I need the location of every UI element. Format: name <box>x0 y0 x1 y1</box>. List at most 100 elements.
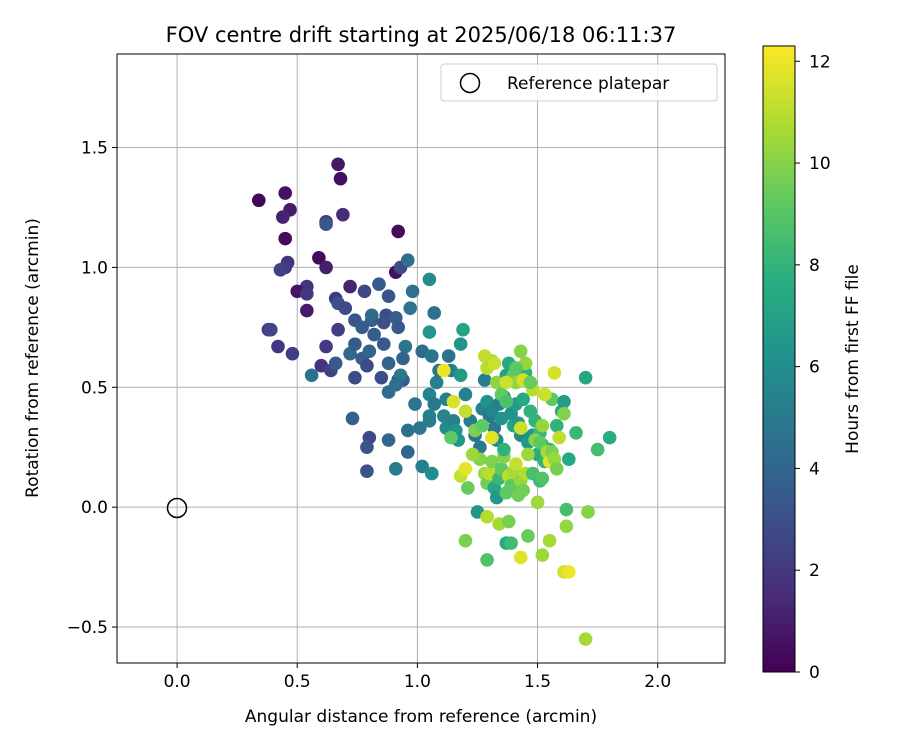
data-point <box>422 325 437 339</box>
colorbar-tick-label: 4 <box>809 459 820 479</box>
data-point <box>319 260 333 275</box>
colorbar-gradient <box>762 45 796 673</box>
data-point <box>348 370 362 385</box>
data-point <box>360 464 374 478</box>
data-point <box>372 277 386 291</box>
data-point <box>412 421 427 435</box>
data-point <box>456 322 470 337</box>
x-axis-label: Angular distance from reference (arcmin) <box>245 707 597 727</box>
data-point <box>331 157 345 172</box>
data-point <box>480 553 494 567</box>
colorbar-tick-label: 12 <box>809 52 831 72</box>
data-point <box>453 337 468 351</box>
x-tick-label: 2.0 <box>644 672 671 692</box>
colorbar-tick-label: 10 <box>809 154 831 174</box>
data-point <box>364 308 379 323</box>
data-point <box>547 366 562 380</box>
data-point <box>480 509 494 524</box>
data-point <box>485 454 499 469</box>
data-point <box>391 320 405 335</box>
data-point <box>333 171 348 186</box>
data-point <box>477 373 492 387</box>
legend-reference-marker <box>459 72 481 94</box>
data-point <box>557 394 571 409</box>
data-point <box>381 289 396 303</box>
data-point <box>425 349 439 363</box>
data-point <box>271 339 285 354</box>
data-point <box>458 404 473 419</box>
data-point <box>355 320 369 335</box>
data-point <box>374 370 389 385</box>
x-tick-label: 0.0 <box>164 672 191 692</box>
data-point <box>485 430 499 445</box>
data-point <box>521 447 535 462</box>
data-point <box>513 344 528 359</box>
y-tick-label: −0.5 <box>67 618 108 638</box>
data-point <box>388 378 403 392</box>
data-point <box>429 375 444 390</box>
data-point <box>578 370 593 385</box>
data-point <box>278 186 293 200</box>
data-point <box>487 356 502 371</box>
colorbar-tick-label: 8 <box>809 256 820 276</box>
x-axis-ticks: 0.0 0.5 1.0 1.5 2.0 <box>164 663 671 692</box>
legend-box <box>440 63 718 102</box>
data-point <box>559 502 574 517</box>
y-tick-label: 1.0 <box>81 258 108 278</box>
data-point <box>549 418 564 433</box>
data-point <box>273 262 288 277</box>
data-point <box>362 344 377 359</box>
colorbar: 0 2 4 6 8 10 12 Hours from first FF file <box>762 45 863 683</box>
data-point <box>381 356 396 371</box>
data-point <box>331 322 345 337</box>
data-point <box>381 433 396 447</box>
data-point <box>300 286 314 301</box>
data-point <box>328 356 343 371</box>
data-point <box>285 346 300 361</box>
data-point <box>319 217 333 232</box>
data-point <box>561 565 576 579</box>
data-point <box>360 440 374 455</box>
data-point <box>535 418 550 433</box>
data-point <box>427 306 442 320</box>
data-point <box>425 466 439 481</box>
data-point <box>602 430 617 445</box>
data-point <box>458 533 473 548</box>
colorbar-tick-label: 2 <box>809 561 820 581</box>
data-point <box>264 322 278 337</box>
legend: Reference platepar <box>440 63 718 102</box>
data-point <box>367 327 381 342</box>
data-point <box>319 339 333 354</box>
legend-entry-label: Reference platepar <box>507 74 669 94</box>
data-point <box>499 394 514 409</box>
chart-title: FOV centre drift starting at 2025/06/18 … <box>166 23 677 47</box>
data-point <box>422 272 437 287</box>
data-point <box>497 442 511 457</box>
data-point <box>489 375 504 390</box>
data-point <box>444 430 458 445</box>
data-point <box>300 303 314 318</box>
data-point <box>477 349 492 363</box>
data-point <box>453 368 468 383</box>
data-point <box>501 514 516 529</box>
data-point <box>578 632 593 646</box>
data-point <box>400 445 415 459</box>
data-point <box>403 301 417 315</box>
data-point <box>509 457 523 471</box>
data-point <box>465 447 480 462</box>
data-point <box>437 363 451 378</box>
y-tick-label: 1.5 <box>81 139 108 159</box>
data-point <box>446 394 461 409</box>
data-point <box>357 284 372 299</box>
data-point <box>441 349 456 363</box>
data-point <box>338 301 353 315</box>
data-point <box>533 435 547 450</box>
data-point <box>475 418 490 433</box>
data-point <box>400 423 415 438</box>
data-point <box>549 461 564 476</box>
data-point <box>513 421 528 435</box>
data-point <box>458 461 473 476</box>
data-point <box>535 471 550 486</box>
data-point <box>542 533 557 548</box>
plot-frame <box>116 53 726 664</box>
